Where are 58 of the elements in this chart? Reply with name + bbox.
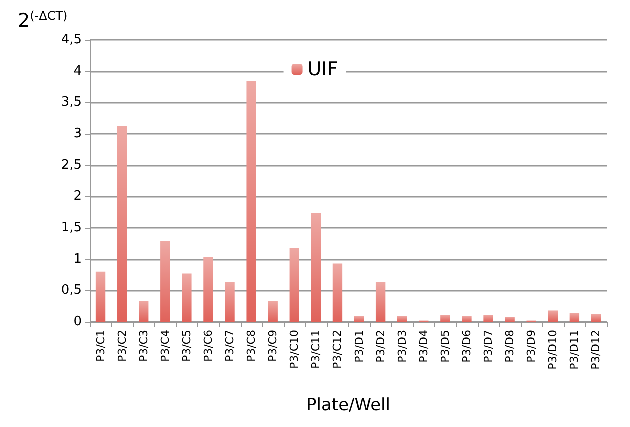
x-tick-label: P3/C5	[180, 330, 194, 362]
bar	[440, 315, 450, 322]
bar	[376, 282, 386, 322]
bar	[398, 316, 408, 322]
bar	[225, 282, 235, 322]
x-tick-label: P3/D10	[546, 330, 560, 370]
legend-label: UIF	[308, 58, 338, 80]
bar	[204, 257, 214, 322]
x-tick-label: P3/D5	[438, 330, 452, 363]
bar	[268, 301, 278, 322]
bar	[591, 314, 602, 322]
y-tick-label: 1,5	[61, 220, 82, 236]
x-tick-label: P3/C9	[266, 330, 280, 362]
y-tick-label: 4	[74, 64, 82, 79]
bar	[246, 81, 256, 322]
y-tick-label: 0,5	[61, 283, 82, 298]
x-tick-label: P3/D2	[374, 330, 388, 363]
bar	[139, 301, 149, 322]
bar	[462, 316, 472, 322]
x-tick-label: P3/C4	[158, 330, 172, 362]
y-tick-label: 3	[74, 126, 82, 142]
x-tick-label: P3/D6	[460, 330, 474, 363]
bar	[182, 274, 192, 322]
x-tick-label: P3/D12	[590, 330, 603, 370]
x-tick-label: P3/C11	[310, 330, 323, 370]
y-tick-label: 0	[74, 314, 82, 330]
bar	[96, 272, 106, 322]
bar	[290, 248, 300, 322]
bar	[484, 315, 494, 322]
bar	[332, 264, 343, 322]
x-tick-label: P3/D3	[396, 330, 409, 363]
x-tick-label: P3/D9	[525, 330, 538, 363]
x-tick-label: P3/C6	[202, 330, 215, 362]
x-tick-label: P3/C3	[137, 330, 150, 362]
x-tick-label: P3/C1	[94, 330, 108, 362]
x-tick-label: P3/D11	[568, 330, 582, 370]
y-tick-label: 2,5	[61, 158, 82, 173]
y-tick-label: 1	[74, 252, 82, 267]
x-tick-label: P3/D4	[417, 330, 430, 363]
x-tick-label: P3/D7	[482, 330, 496, 363]
x-tick-label: P3/C7	[224, 330, 237, 362]
x-tick-label: P3/D1	[352, 330, 366, 363]
bar	[354, 316, 364, 322]
x-axis-title: Plate/Well	[306, 396, 390, 416]
bar	[117, 126, 128, 322]
bar	[548, 310, 558, 322]
x-tick-label: P3/C10	[288, 330, 302, 370]
y-tick-label: 4,5	[61, 32, 82, 48]
x-tick-label: P3/C2	[116, 330, 129, 362]
bar	[311, 212, 322, 322]
bar	[160, 241, 170, 322]
y-tick-label: 2	[74, 189, 82, 204]
y-tick-label: 3,5	[61, 95, 82, 110]
x-tick-label: P3/C12	[331, 330, 344, 370]
bar	[505, 316, 515, 322]
x-tick-label: P3/C8	[245, 330, 258, 362]
bar	[570, 313, 580, 322]
x-tick-label: P3/D8	[504, 330, 517, 363]
